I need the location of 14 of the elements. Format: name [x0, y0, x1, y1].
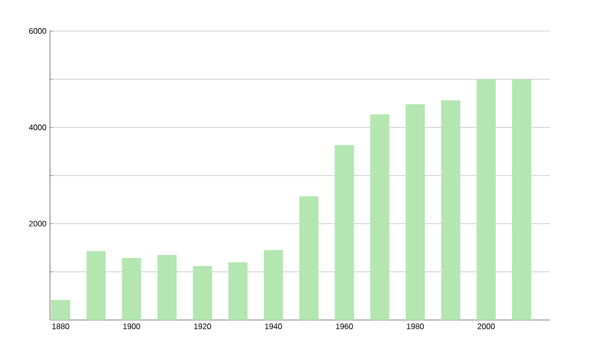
- bar: [406, 104, 425, 320]
- bar: [157, 254, 177, 320]
- bar: [86, 251, 106, 320]
- bar: [370, 114, 390, 320]
- bar: [334, 145, 354, 320]
- bar: [192, 266, 212, 320]
- bar: [264, 250, 283, 320]
- bar: [476, 79, 496, 320]
- bar: [228, 262, 248, 320]
- bar: [441, 100, 460, 320]
- bar: [122, 258, 142, 320]
- bar: [51, 300, 70, 320]
- bar: [299, 196, 318, 320]
- bar: [512, 79, 532, 320]
